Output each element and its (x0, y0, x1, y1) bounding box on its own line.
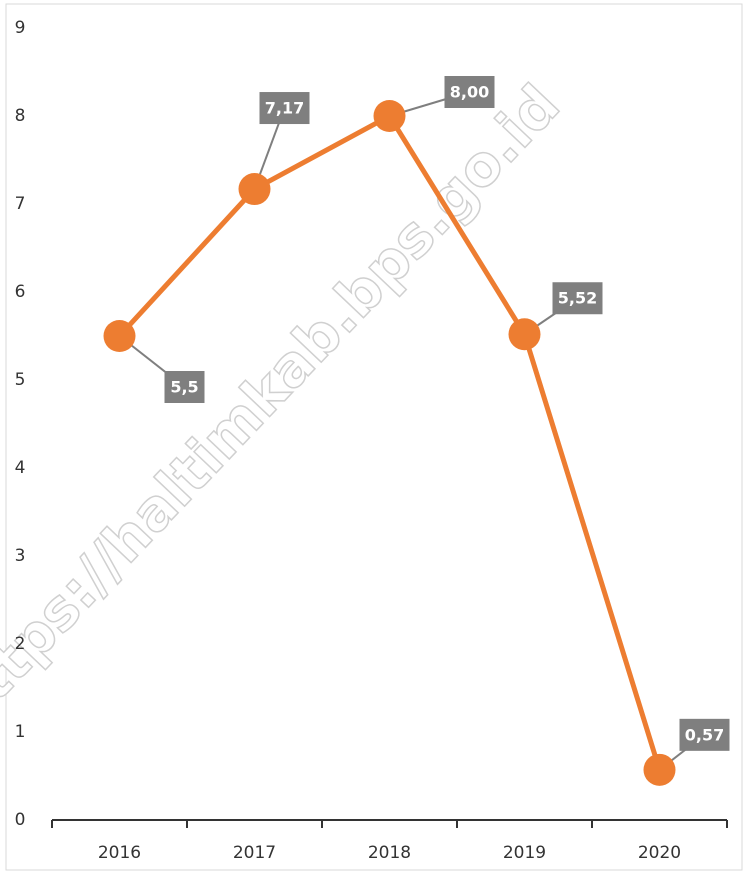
value-label: 0,57 (685, 725, 724, 744)
y-tick-label: 9 (15, 18, 26, 38)
y-tick-label: 0 (15, 810, 26, 830)
x-tick-label: 2019 (503, 843, 546, 863)
value-label: 7,17 (265, 99, 304, 118)
y-tick-label: 5 (15, 370, 26, 390)
value-label-box (259, 92, 310, 125)
y-tick-label: 8 (15, 106, 26, 126)
y-tick-label: 3 (15, 546, 26, 566)
value-label: 8,00 (450, 83, 489, 102)
marker (508, 318, 541, 351)
y-tick-label: 2 (15, 634, 26, 654)
y-tick-label: 1 (15, 722, 26, 742)
x-tick-label: 2016 (98, 843, 141, 863)
value-label-box (552, 282, 603, 315)
value-label: 5,5 (170, 378, 198, 397)
marker (238, 173, 271, 206)
x-tick-label: 2017 (233, 843, 276, 863)
chart-frame (5, 3, 743, 871)
value-label-box (164, 371, 205, 403)
value-label-box (679, 718, 730, 751)
y-tick-label: 7 (15, 194, 26, 214)
value-label: 5,52 (558, 289, 597, 308)
marker (103, 320, 136, 352)
x-tick-label: 2018 (368, 843, 411, 863)
y-tick-label: 6 (15, 282, 26, 302)
marker (373, 100, 406, 132)
y-tick-label: 4 (15, 458, 26, 478)
value-label-box (444, 76, 495, 108)
x-tick-label: 2020 (638, 843, 681, 863)
marker (643, 753, 676, 786)
